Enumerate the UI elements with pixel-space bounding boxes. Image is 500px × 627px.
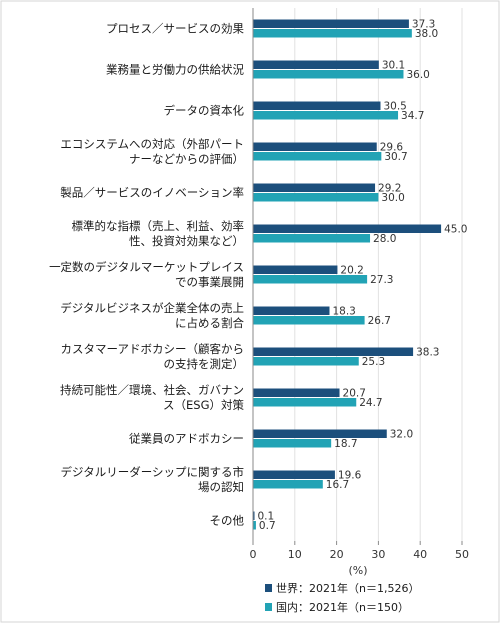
category-label: プロセス／サービスの効果 [106, 22, 244, 36]
value-label-domestic: 18.7 [334, 438, 357, 450]
category-label: デジタルリーダーシップに関する市 [60, 465, 244, 479]
bar-domestic [253, 111, 399, 120]
value-label-world: 29.2 [378, 183, 401, 195]
value-label-domestic: 27.3 [370, 274, 393, 286]
bar-world [253, 388, 340, 397]
value-label-domestic: 16.7 [326, 479, 349, 491]
bar-domestic [253, 398, 357, 407]
legend-label-world: 世界：2021年（n＝1,526） [276, 581, 419, 595]
value-label-domestic: 38.0 [415, 28, 438, 40]
value-label-domestic: 24.7 [359, 397, 382, 409]
value-label-world: 32.0 [390, 429, 413, 441]
bar-domestic [253, 316, 365, 325]
value-label-world: 30.1 [382, 60, 405, 72]
value-label-domestic: 36.0 [406, 69, 429, 81]
gridlines [294, 8, 463, 541]
bar-domestic [253, 29, 412, 38]
category-label: 一定数のデジタルマーケットプレイス [49, 260, 244, 274]
bar-domestic [253, 152, 382, 161]
bar-world [253, 224, 442, 233]
category-label: 性、投資対効果など） [129, 234, 244, 248]
bar-domestic [253, 521, 256, 530]
value-label-world: 30.5 [383, 101, 406, 113]
bar-world [253, 60, 379, 69]
category-label: の支持を測定） [164, 357, 245, 371]
x-axis-label: (%) [348, 564, 367, 577]
category-label: 製品／サービスのイノベーション率 [60, 186, 244, 200]
legend-swatch-world [265, 584, 272, 592]
category-label: 標準的な指標（売上、利益、効率 [72, 219, 245, 233]
value-label-domestic: 26.7 [368, 315, 391, 327]
bar-world [253, 142, 377, 151]
category-labels: プロセス／サービスの効果業務量と労働力の供給状況データの資本化エコシステムへの対… [49, 22, 244, 528]
bar-world [253, 306, 330, 315]
value-label-world: 20.2 [340, 265, 363, 277]
bar-domestic [253, 357, 359, 366]
value-label-world: 45.0 [444, 224, 467, 236]
value-label-domestic: 0.7 [259, 520, 276, 532]
bar-domestic [253, 480, 323, 489]
value-labels: 37.338.0 30.136.0 30.534.7 29.630.7 29.230.0… [258, 19, 468, 533]
category-label: データの資本化 [164, 104, 245, 118]
x-tick-label: 50 [455, 548, 469, 561]
category-label: ス（ESG）対策 [163, 398, 244, 412]
bar-domestic [253, 275, 368, 284]
bar-domestic [253, 193, 379, 202]
value-label-domestic: 30.7 [384, 151, 407, 163]
category-label: 業務量と労働力の供給状況 [106, 63, 244, 77]
x-tick-label: 0 [250, 548, 257, 561]
value-label-world: 0.1 [258, 511, 275, 523]
x-tick-label: 30 [371, 548, 385, 561]
category-label: デジタルビジネスが企業全体の売上 [60, 301, 244, 315]
value-label-world: 37.3 [412, 19, 435, 31]
category-label: エコシステムへの対応（外部パート [60, 137, 244, 151]
value-label-domestic: 25.3 [362, 356, 385, 368]
bars [253, 19, 442, 530]
value-label-domestic: 28.0 [373, 233, 396, 245]
x-tick-label: 40 [413, 548, 427, 561]
bar-world [253, 101, 381, 110]
bar-world [253, 19, 409, 28]
bar-world [253, 265, 338, 274]
x-tick-label: 10 [288, 548, 302, 561]
legend-label-domestic: 国内：2021年（n＝150） [276, 600, 409, 614]
category-label: カスタマーアドボカシー（顧客から [60, 342, 244, 356]
category-label: での事業展開 [175, 275, 244, 289]
category-label: ナーなどからの評価） [129, 152, 244, 166]
bar-world [253, 347, 414, 356]
legend: 世界：2021年（n＝1,526） 国内：2021年（n＝150） [265, 581, 419, 614]
bar-world [253, 470, 335, 479]
category-label: 持続可能性／環境、社会、ガバナン [60, 383, 244, 397]
category-label: 従業員のアドボカシー [129, 432, 244, 446]
value-label-world: 29.6 [380, 142, 404, 154]
category-label: 場の認知 [198, 480, 244, 494]
bar-world [253, 183, 376, 192]
value-label-world: 38.3 [416, 347, 439, 359]
legend-swatch-domestic [265, 603, 272, 611]
value-label-world: 20.7 [343, 388, 366, 400]
value-label-world: 19.6 [338, 470, 362, 482]
bar-world [253, 511, 255, 520]
value-label-domestic: 34.7 [401, 110, 424, 122]
bar-domestic [253, 234, 371, 243]
category-label: に占める割合 [175, 316, 244, 330]
value-label-world: 18.3 [332, 306, 355, 318]
bar-domestic [253, 439, 332, 448]
value-label-domestic: 30.0 [381, 192, 404, 204]
x-axis-ticks: 0 10 20 30 40 50 [250, 541, 469, 561]
bar-world [253, 429, 387, 438]
bar-domestic [253, 70, 404, 79]
category-label: その他 [210, 514, 245, 528]
x-tick-label: 20 [330, 548, 344, 561]
